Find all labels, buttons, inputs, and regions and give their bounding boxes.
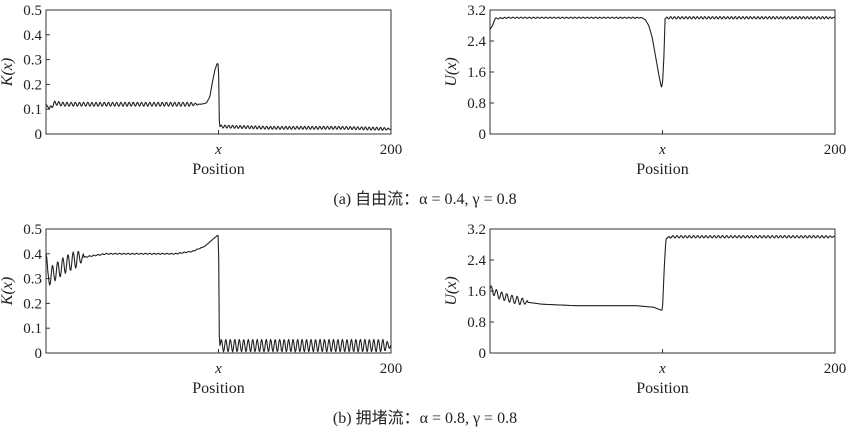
chart1-y-axis-label: K(x) — [0, 58, 16, 87]
chart2-plot-frame — [489, 9, 836, 135]
chart3-x-tick-label: 200 — [380, 361, 403, 377]
chart4-series-line — [489, 235, 835, 311]
chart4-y-tick-label: 2.4 — [467, 253, 486, 269]
chart3-y-tick-label: 0.5 — [23, 222, 42, 238]
chart1-series-line — [45, 63, 391, 131]
chart2-y-axis-label: U(x) — [443, 57, 460, 86]
chart3-y-axis-label: K(x) — [0, 277, 16, 306]
caption-b: (b) 拥堵流：α = 0.8, γ = 0.8 — [333, 409, 517, 427]
chart4-x-axis-label: Position — [636, 380, 688, 397]
chart3-y-tick-label: 0.1 — [23, 321, 42, 337]
chart4-x-tick-label: x — [658, 361, 666, 377]
panel-a-left: 0 0.1 0.2 0.3 0.4 0.5 x 200 Position K(x) — [0, 3, 402, 178]
chart2-y-tick-label: 3.2 — [467, 3, 486, 19]
chart2-x-tick-label: x — [658, 142, 666, 158]
chart4-y-tick-label: 0.8 — [467, 315, 486, 331]
panel-a-right: 0 0.8 1.6 2.4 3.2 x 200 Position U(x) — [443, 3, 846, 178]
chart1-y-tick-label: 0.2 — [23, 77, 42, 93]
chart1-y-tick-label: 0.4 — [23, 28, 42, 44]
chart1-x-axis-label: Position — [192, 161, 244, 178]
chart1-y-tick-label: 0.1 — [23, 102, 42, 118]
chart2-x-tick-label: 200 — [824, 142, 847, 158]
panel-b-left: 0 0.1 0.2 0.3 0.4 0.5 x 200 Position K(x) — [0, 222, 402, 397]
chart4-y-tick-label: 1.6 — [467, 284, 486, 300]
chart4-x-tick-label: 200 — [824, 361, 847, 377]
chart2-series-line — [489, 16, 836, 88]
chart2-y-tick-label: 1.6 — [467, 65, 486, 81]
chart2-y-tick-label: 0 — [479, 127, 487, 143]
chart2-x-axis-label: Position — [636, 161, 688, 178]
chart1-y-tick-label: 0.3 — [23, 53, 42, 69]
chart3-y-tick-label: 0.2 — [23, 296, 42, 312]
chart4-y-axis-label: U(x) — [443, 276, 460, 305]
caption-a: (a) 自由流：α = 0.4, γ = 0.8 — [333, 190, 516, 208]
chart4-plot-frame — [489, 228, 836, 354]
chart1-y-tick-label: 0.5 — [23, 3, 42, 19]
chart2-y-tick-label: 0.8 — [467, 96, 486, 112]
chart1-y-tick-label: 0 — [35, 127, 43, 143]
panel-b-right: 0 0.8 1.6 2.4 3.2 x 200 Position U(x) — [443, 222, 846, 397]
chart4-y-tick-label: 3.2 — [467, 222, 486, 238]
chart4-y-tick-label: 0 — [479, 346, 487, 362]
chart3-y-tick-label: 0.3 — [23, 272, 42, 288]
chart1-x-tick-label: x — [214, 142, 222, 158]
chart2-y-tick-label: 2.4 — [467, 34, 486, 50]
chart1-x-tick-label: 200 — [380, 142, 403, 158]
chart3-y-tick-label: 0 — [35, 346, 43, 362]
chart3-x-tick-label: x — [214, 361, 222, 377]
chart3-series-line — [45, 234, 392, 353]
chart3-x-axis-label: Position — [192, 380, 244, 397]
chart3-y-tick-label: 0.4 — [23, 247, 42, 263]
